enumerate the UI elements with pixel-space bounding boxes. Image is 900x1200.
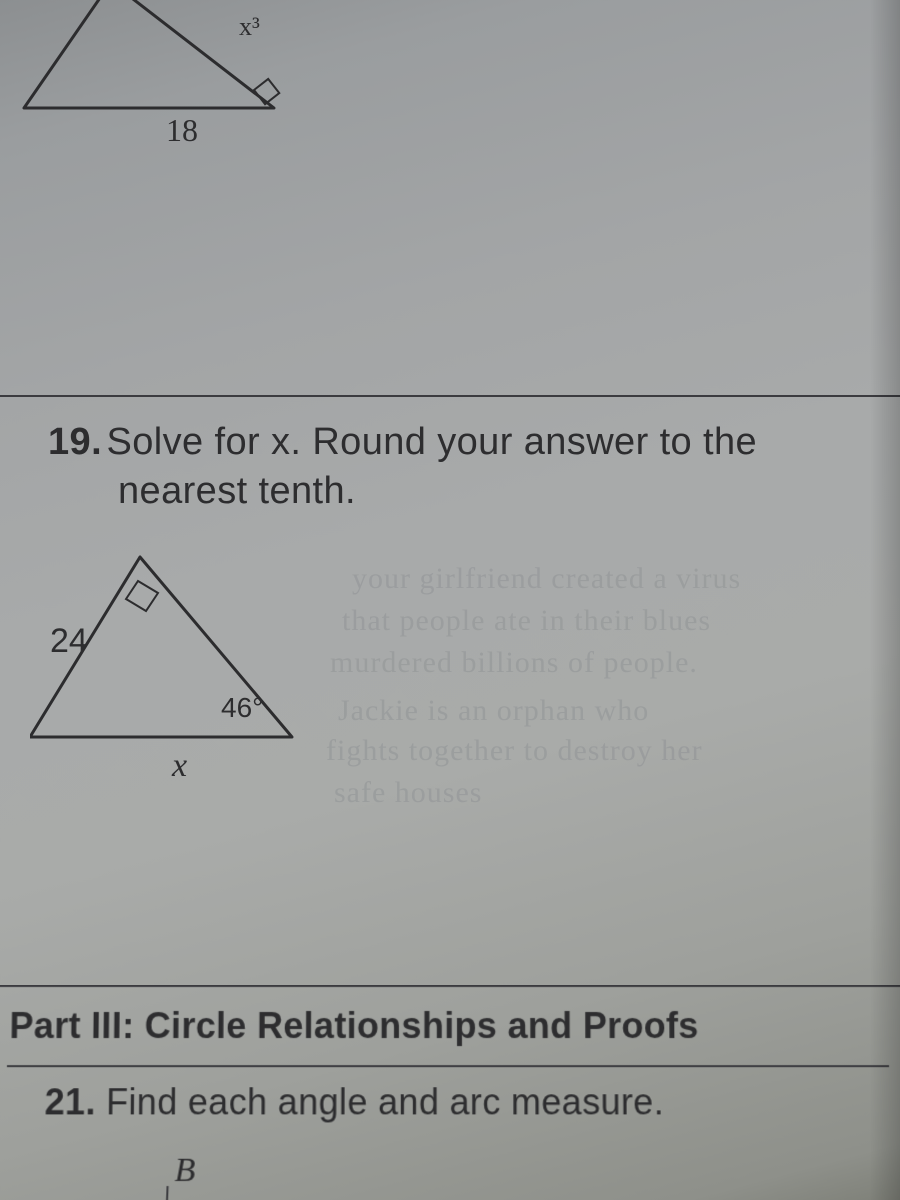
problem-21-tick bbox=[166, 1186, 169, 1200]
problem-19-text-line2: nearest tenth. bbox=[48, 470, 852, 513]
top-triangle-figure: x³ 18 bbox=[6, 0, 366, 160]
triangle-label-x: x bbox=[172, 747, 187, 785]
problem-19-number: 19. bbox=[48, 421, 102, 463]
problem-21: 21. Find each angle and arc measure. B bbox=[5, 1065, 890, 1190]
problem-19-prompt: 19. Solve for x. Round your answer to th… bbox=[48, 421, 852, 464]
problem-21-text: Find each angle and arc measure. bbox=[106, 1081, 664, 1122]
problem-21-number: 21. bbox=[44, 1081, 96, 1122]
problem-19-triangle-svg bbox=[30, 547, 350, 777]
problem-19-triangle: 24 46° x bbox=[30, 547, 350, 767]
triangle-label-46deg: 46° bbox=[221, 692, 263, 724]
top-triangle-label-18: 18 bbox=[166, 112, 198, 149]
problem-19-text-line1: Solve for x. Round your answer to the bbox=[106, 421, 757, 463]
triangle-label-24: 24 bbox=[50, 622, 88, 661]
prev-problem-region: x³ 18 bbox=[0, 0, 900, 395]
part-3-section: Part III: Circle Relationships and Proof… bbox=[0, 985, 900, 1190]
problem-21-point-B: B bbox=[44, 1152, 891, 1190]
problem-19: 19. Solve for x. Round your answer to th… bbox=[0, 395, 900, 985]
worksheet-page: x³ 18 19. Solve for x. Round your answer… bbox=[0, 0, 900, 1200]
top-triangle-label-x3: x³ bbox=[239, 12, 260, 42]
part-3-title: Part III: Circle Relationships and Proof… bbox=[7, 1005, 889, 1047]
